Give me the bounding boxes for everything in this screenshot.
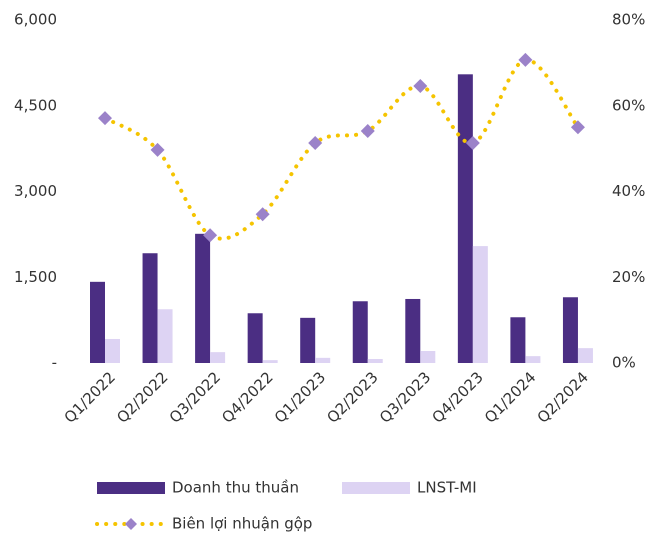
y2-tick-label: 80% xyxy=(612,11,645,29)
line-marker xyxy=(465,136,480,151)
bar xyxy=(562,297,578,363)
legend-label: Doanh thu thuần xyxy=(172,479,299,497)
bar xyxy=(105,338,120,363)
bar xyxy=(367,358,383,363)
y2-tick-label: 40% xyxy=(612,182,645,200)
bar xyxy=(420,350,436,363)
line-marker xyxy=(308,136,323,151)
x-tick-label: Q2/2024 xyxy=(534,368,592,426)
line-marker xyxy=(413,79,428,94)
bar xyxy=(90,281,105,363)
bar xyxy=(210,352,226,363)
x-tick-label: Q3/2023 xyxy=(376,368,434,426)
y-tick-label: 3,000 xyxy=(14,182,57,200)
line xyxy=(103,57,580,241)
legend-swatch xyxy=(342,482,410,494)
x-tick-label: Q1/2022 xyxy=(61,368,119,426)
x-tick-label: Q4/2023 xyxy=(428,368,486,426)
line-marker xyxy=(98,111,112,126)
bar xyxy=(510,317,526,363)
legend-marker xyxy=(125,518,137,530)
bar xyxy=(142,253,158,363)
bar xyxy=(157,309,173,363)
bar xyxy=(577,348,593,363)
line-marker xyxy=(570,120,585,135)
bar xyxy=(300,317,316,363)
x-tick-label: Q1/2023 xyxy=(271,368,329,426)
bar xyxy=(457,74,473,363)
y2-tick-label: 0% xyxy=(612,354,636,372)
line-marker xyxy=(360,124,375,139)
legend-label: LNST-MI xyxy=(417,479,477,497)
y2-tick-label: 20% xyxy=(612,268,645,286)
bar xyxy=(195,233,211,363)
bar xyxy=(262,360,278,363)
line-marker xyxy=(518,52,533,67)
bar xyxy=(352,301,368,363)
x-tick-label: Q4/2022 xyxy=(218,368,276,426)
legend-swatch xyxy=(97,482,165,494)
y-tick-label: 1,500 xyxy=(14,268,57,286)
y-tick-label: - xyxy=(52,354,57,372)
legend-label: Biên lợi nhuận gộp xyxy=(172,515,312,533)
bar xyxy=(247,313,263,363)
line-marker xyxy=(255,207,270,222)
y-tick-label: 6,000 xyxy=(14,11,57,29)
bar xyxy=(472,246,488,363)
bar xyxy=(315,357,331,363)
x-tick-label: Q3/2022 xyxy=(166,368,224,426)
line-marker xyxy=(203,228,218,243)
x-tick-label: Q2/2022 xyxy=(113,368,171,426)
bar xyxy=(525,356,541,363)
x-tick-label: Q2/2023 xyxy=(323,368,381,426)
y2-tick-label: 60% xyxy=(612,96,645,114)
line-marker xyxy=(150,142,165,157)
bar xyxy=(405,298,421,363)
x-tick-label: Q1/2024 xyxy=(481,368,539,426)
y-tick-label: 4,500 xyxy=(14,96,57,114)
